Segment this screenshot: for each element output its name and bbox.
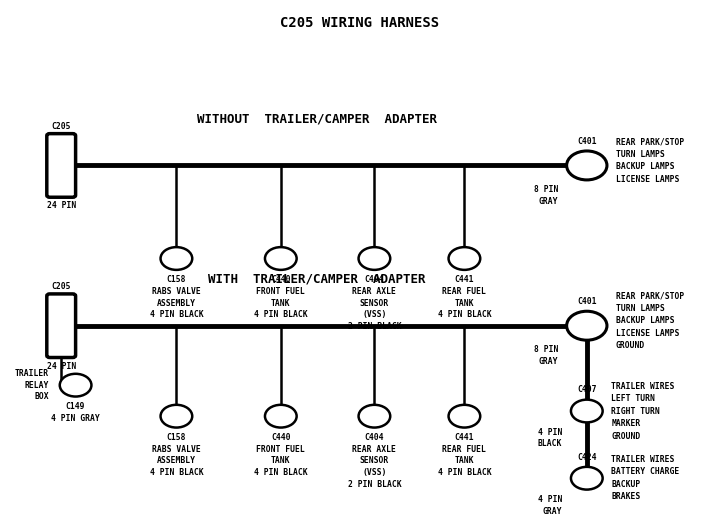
Circle shape <box>359 405 390 428</box>
Text: C401: C401 <box>577 297 597 306</box>
Circle shape <box>567 311 607 340</box>
Circle shape <box>161 247 192 270</box>
Text: WITH  TRAILER/CAMPER  ADAPTER: WITH TRAILER/CAMPER ADAPTER <box>208 272 426 286</box>
Text: C441
REAR FUEL
TANK
4 PIN BLACK: C441 REAR FUEL TANK 4 PIN BLACK <box>438 275 491 320</box>
Circle shape <box>60 374 91 397</box>
Circle shape <box>449 247 480 270</box>
Text: 8 PIN
GRAY: 8 PIN GRAY <box>534 345 558 366</box>
Text: C205: C205 <box>51 121 71 130</box>
Text: C205: C205 <box>51 282 71 291</box>
Text: TRAILER
RELAY
BOX: TRAILER RELAY BOX <box>15 369 49 402</box>
Text: C401: C401 <box>577 137 597 146</box>
Text: 8 PIN
GRAY: 8 PIN GRAY <box>534 185 558 206</box>
Text: C404
REAR AXLE
SENSOR
(VSS)
2 PIN BLACK: C404 REAR AXLE SENSOR (VSS) 2 PIN BLACK <box>348 433 401 489</box>
Circle shape <box>265 247 297 270</box>
Text: C158
RABS VALVE
ASSEMBLY
4 PIN BLACK: C158 RABS VALVE ASSEMBLY 4 PIN BLACK <box>150 275 203 320</box>
Text: C440
FRONT FUEL
TANK
4 PIN BLACK: C440 FRONT FUEL TANK 4 PIN BLACK <box>254 433 307 477</box>
Circle shape <box>571 400 603 422</box>
Text: WITHOUT  TRAILER/CAMPER  ADAPTER: WITHOUT TRAILER/CAMPER ADAPTER <box>197 112 437 126</box>
FancyBboxPatch shape <box>47 294 76 358</box>
Text: REAR PARK/STOP
TURN LAMPS
BACKUP LAMPS
LICENSE LAMPS
GROUND: REAR PARK/STOP TURN LAMPS BACKUP LAMPS L… <box>616 291 684 350</box>
Text: C424: C424 <box>577 453 597 462</box>
Text: C149
4 PIN GRAY: C149 4 PIN GRAY <box>51 402 100 422</box>
Text: C158
RABS VALVE
ASSEMBLY
4 PIN BLACK: C158 RABS VALVE ASSEMBLY 4 PIN BLACK <box>150 433 203 477</box>
Circle shape <box>265 405 297 428</box>
Circle shape <box>449 405 480 428</box>
FancyBboxPatch shape <box>47 133 76 197</box>
Text: C441
REAR FUEL
TANK
4 PIN BLACK: C441 REAR FUEL TANK 4 PIN BLACK <box>438 433 491 477</box>
Circle shape <box>161 405 192 428</box>
Text: TRAILER WIRES
LEFT TURN
RIGHT TURN
MARKER
GROUND: TRAILER WIRES LEFT TURN RIGHT TURN MARKE… <box>611 382 675 440</box>
Text: 4 PIN
GRAY: 4 PIN GRAY <box>538 495 562 515</box>
Text: C404
REAR AXLE
SENSOR
(VSS)
2 PIN BLACK: C404 REAR AXLE SENSOR (VSS) 2 PIN BLACK <box>348 275 401 331</box>
Text: C407: C407 <box>577 386 597 394</box>
Circle shape <box>567 151 607 180</box>
Circle shape <box>571 467 603 490</box>
Text: 24 PIN: 24 PIN <box>47 362 76 371</box>
Text: C205 WIRING HARNESS: C205 WIRING HARNESS <box>280 16 440 31</box>
Circle shape <box>359 247 390 270</box>
Text: 24 PIN: 24 PIN <box>47 201 76 210</box>
Text: TRAILER WIRES
BATTERY CHARGE
BACKUP
BRAKES: TRAILER WIRES BATTERY CHARGE BACKUP BRAK… <box>611 455 680 501</box>
Text: REAR PARK/STOP
TURN LAMPS
BACKUP LAMPS
LICENSE LAMPS: REAR PARK/STOP TURN LAMPS BACKUP LAMPS L… <box>616 137 684 184</box>
Text: 4 PIN
BLACK: 4 PIN BLACK <box>538 428 562 448</box>
Text: C440
FRONT FUEL
TANK
4 PIN BLACK: C440 FRONT FUEL TANK 4 PIN BLACK <box>254 275 307 320</box>
